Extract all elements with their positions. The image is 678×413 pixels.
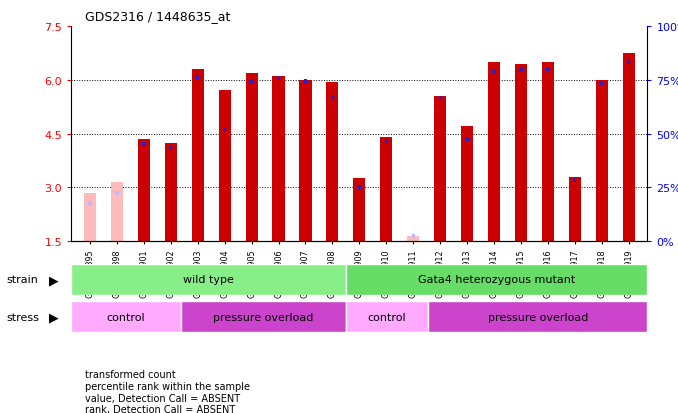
Bar (439, 96, 442, 101)
Bar (380, 138, 393, 242)
Bar (181, 301, 346, 332)
Bar (569, 177, 581, 242)
Text: pressure overload: pressure overload (487, 312, 588, 322)
Text: stress: stress (7, 312, 39, 322)
Bar (245, 74, 258, 242)
Bar (142, 143, 146, 147)
Bar (170, 146, 172, 151)
Bar (519, 68, 523, 72)
Bar (346, 301, 428, 332)
Text: strain: strain (7, 275, 39, 285)
Bar (353, 179, 365, 242)
Text: transformed count: transformed count (85, 370, 176, 380)
Bar (223, 128, 226, 133)
Bar (384, 139, 388, 144)
Bar (542, 63, 554, 242)
Text: value, Detection Call = ABSENT: value, Detection Call = ABSENT (85, 393, 240, 403)
Bar (88, 202, 92, 206)
Bar (138, 140, 150, 242)
Bar (196, 76, 199, 80)
Bar (84, 193, 96, 242)
Bar (71, 301, 181, 332)
Bar (434, 97, 446, 242)
Bar (428, 301, 647, 332)
Bar (358, 186, 361, 190)
Text: wild type: wild type (183, 275, 234, 285)
Bar (273, 77, 285, 242)
Bar (326, 82, 338, 242)
Bar (250, 80, 254, 85)
Bar (461, 127, 473, 242)
Bar (165, 143, 177, 242)
Bar (71, 264, 346, 295)
Bar (192, 70, 204, 242)
Text: rank, Detection Call = ABSENT: rank, Detection Call = ABSENT (85, 404, 235, 413)
Bar (218, 91, 231, 242)
Text: control: control (106, 312, 145, 322)
Text: control: control (367, 312, 406, 322)
Text: ▶: ▶ (49, 273, 58, 286)
Bar (627, 60, 631, 65)
Text: Gata4 heterozygous mutant: Gata4 heterozygous mutant (418, 275, 575, 285)
Text: percentile rank within the sample: percentile rank within the sample (85, 381, 250, 391)
Bar (492, 69, 496, 74)
Text: pressure overload: pressure overload (213, 312, 313, 322)
Bar (546, 68, 549, 72)
Bar (596, 81, 607, 242)
Bar (515, 64, 527, 242)
Bar (346, 264, 647, 295)
Bar (573, 178, 576, 183)
Bar (277, 76, 280, 81)
Bar (465, 138, 468, 142)
Bar (488, 63, 500, 242)
Bar (412, 234, 415, 238)
Text: GDS2316 / 1448635_at: GDS2316 / 1448635_at (85, 10, 230, 23)
Bar (304, 80, 307, 85)
Bar (407, 236, 419, 242)
Bar (600, 82, 603, 86)
Bar (622, 54, 635, 242)
Bar (111, 183, 123, 242)
Text: ▶: ▶ (49, 311, 58, 323)
Bar (115, 191, 119, 195)
Bar (331, 96, 334, 101)
Bar (300, 81, 311, 242)
